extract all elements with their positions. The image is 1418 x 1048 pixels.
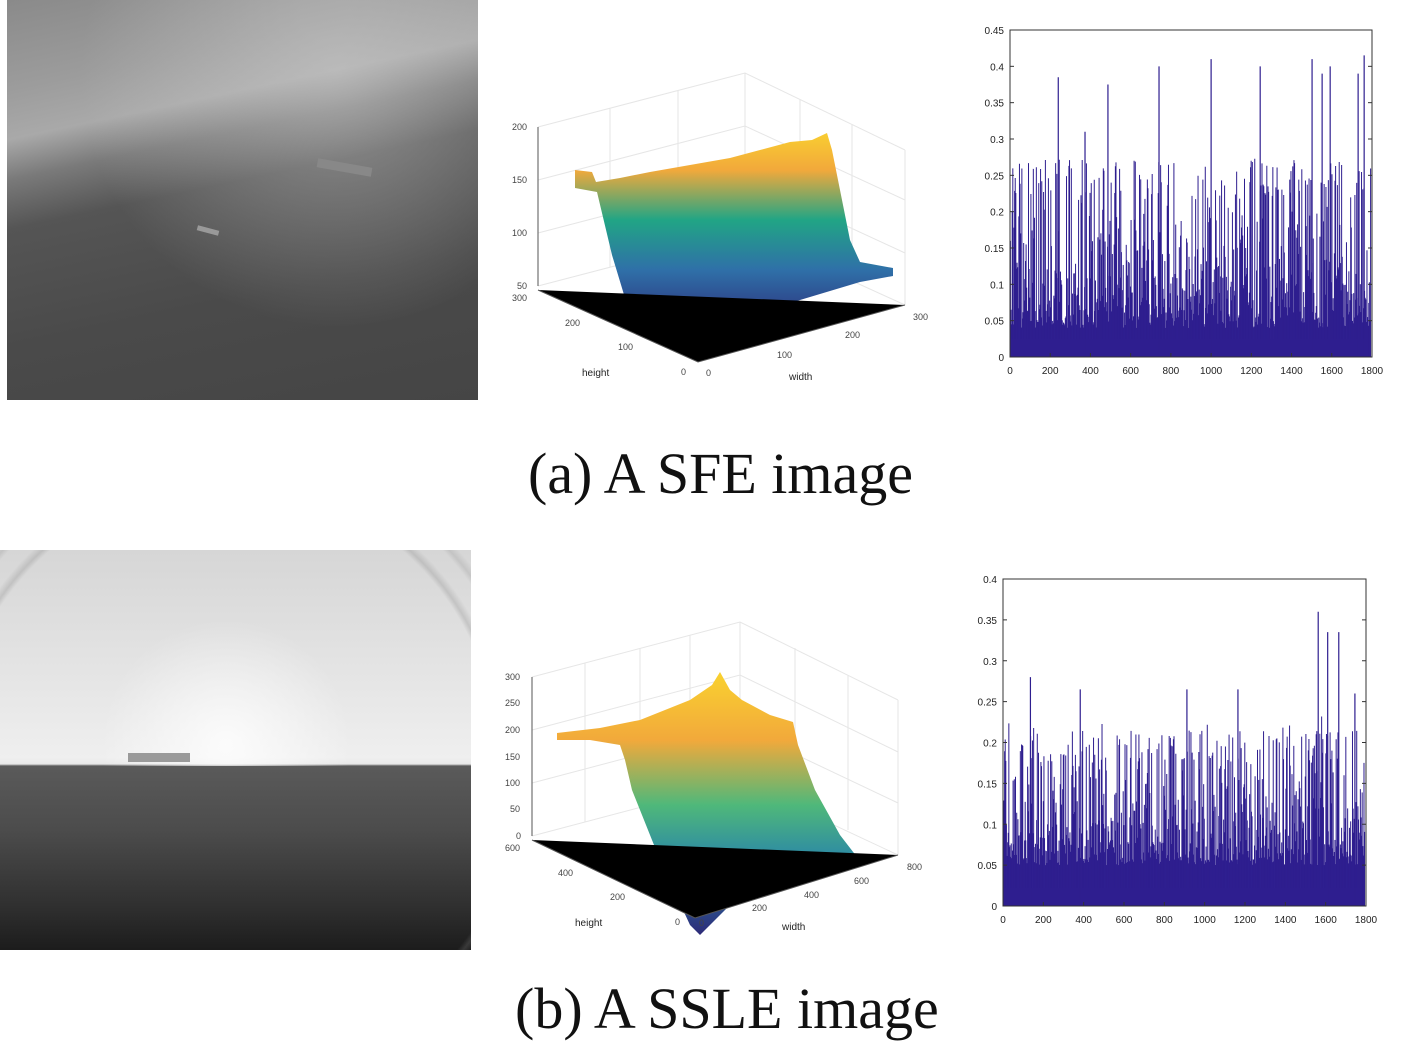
y-tick-label: 0 [991,902,997,913]
width-axis-label: width [781,922,805,933]
histogram-dense-base [1003,888,1360,906]
x-tick-label: 0 [1007,366,1013,377]
height-axis-label: height [582,368,609,379]
x-tick-label: 0 [1000,915,1006,926]
height-tick: 0 [681,367,686,377]
y-tick-label: 0.25 [978,698,998,709]
z-tick: 200 [512,122,527,132]
y-tick-label: 0.05 [985,317,1005,328]
width-tick: 200 [752,903,767,913]
z-tick: 100 [505,778,520,788]
sfe-infrared-image [7,0,478,400]
y-tick-label: 0.15 [985,244,1005,255]
x-tick-label: 1200 [1234,915,1257,926]
x-tick-label: 1400 [1280,366,1303,377]
ship-on-horizon [128,753,190,762]
x-tick-label: 800 [1156,915,1173,926]
y-tick-label: 0.15 [978,779,998,790]
y-tick-label: 0.35 [978,616,998,627]
histogram-a: 0 200 400 600 800 1000 1200 1400 1600 1800 0 0.05 0.… [985,26,1384,377]
x-tick-label: 400 [1082,366,1099,377]
x-tick-label: 1000 [1200,366,1223,377]
z-tick: 50 [510,804,520,814]
ssle-infrared-image [0,550,471,950]
y-tick-label: 0.35 [985,99,1005,110]
x-tick-label: 200 [1035,915,1052,926]
z-tick: 250 [505,698,520,708]
x-tick-label: 1200 [1240,366,1263,377]
z-tick: 300 [505,672,520,682]
width-tick: 0 [699,918,704,928]
axes [537,127,906,363]
width-tick: 100 [777,350,792,360]
height-tick: 300 [512,293,527,303]
x-tick-label: 1800 [1361,366,1384,377]
height-tick: 200 [565,318,580,328]
height-tick: 400 [558,868,573,878]
x-tick-label: 600 [1116,915,1133,926]
histogram-b: 0 200 400 600 800 1000 1200 1400 1600 1800 0 0.05 0.… [978,575,1378,926]
surface-a [575,133,893,330]
y-tick-label: 0.4 [983,575,997,586]
z-tick: 50 [517,281,527,291]
width-tick: 600 [854,876,869,886]
y-tick-label: 0.05 [978,861,998,872]
x-tick-label: 1000 [1194,915,1217,926]
height-tick: 600 [505,843,520,853]
height-axis-label: height [575,918,602,929]
caption-a: (a) A SFE image [528,441,914,506]
y-tick-label: 0.2 [983,739,997,750]
height-tick: 0 [675,917,680,927]
x-tick-label: 600 [1122,366,1139,377]
x-tick-label: 400 [1075,915,1092,926]
x-tick-label: 1400 [1274,915,1297,926]
surface-plot-a: 200 150 100 50 300 200 100 0 0 100 200 3… [512,72,928,383]
y-tick-label: 0.4 [990,62,1004,73]
z-tick: 100 [512,228,527,238]
y-tick-label: 0.1 [990,280,1004,291]
x-tick-label: 1600 [1321,366,1344,377]
y-tick-label: 0.1 [983,820,997,831]
width-tick: 300 [913,312,928,322]
z-tick: 200 [505,725,520,735]
width-tick: 200 [845,330,860,340]
axes [531,677,899,919]
width-axis-label: width [788,372,812,383]
z-tick: 0 [516,831,521,841]
width-tick: 0 [706,368,711,378]
x-tick-label: 800 [1163,366,1180,377]
width-tick: 400 [804,890,819,900]
y-tick-label: 0.3 [990,135,1004,146]
caption-b: (b) A SSLE image [515,976,939,1041]
x-tick-label: 200 [1042,366,1059,377]
y-tick-label: 0 [998,353,1004,364]
height-tick: 100 [618,342,633,352]
plot-frame [1009,29,1373,358]
y-tick-label: 0.25 [985,171,1005,182]
x-tick-label: 1600 [1315,915,1338,926]
x-tick-label: 1800 [1355,915,1378,926]
width-tick: 800 [907,862,922,872]
y-tick-label: 0.3 [983,657,997,668]
surface-plot-b: 300 250 200 150 100 50 0 600 400 200 0 0… [505,621,922,935]
y-tick-label: 0.45 [985,26,1005,37]
z-tick: 150 [505,752,520,762]
height-tick: 200 [610,892,625,902]
y-tick-label: 0.2 [990,208,1004,219]
histogram-dense-base [1010,339,1366,357]
z-tick: 150 [512,175,527,185]
